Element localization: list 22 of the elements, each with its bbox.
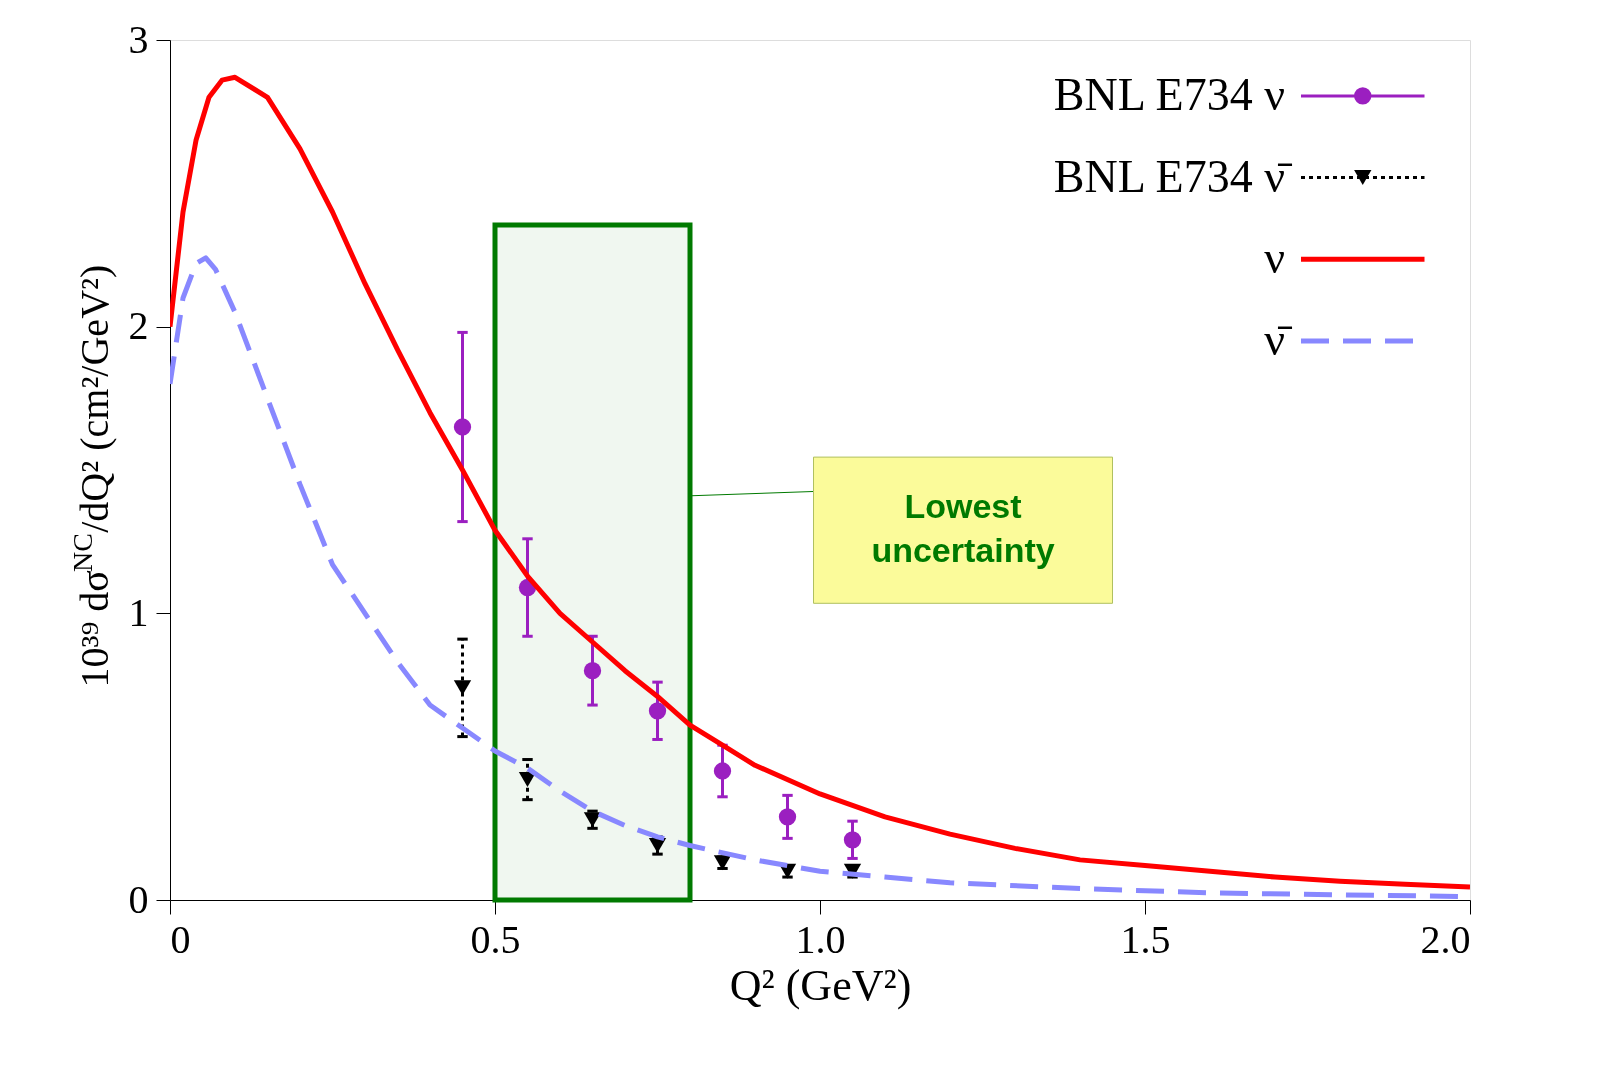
- x-tick-label: 0: [170, 916, 191, 962]
- point: [713, 855, 732, 871]
- point: [453, 418, 472, 436]
- legend-label: BNL E734 ν̄: [1053, 150, 1293, 202]
- y-axis-title: 10³⁹ dσNC/dQ² (cm²/GeV²): [67, 264, 117, 688]
- x-tick-label: 0.5: [470, 916, 521, 962]
- point: [648, 702, 667, 720]
- legend-label: ν̄: [1264, 314, 1293, 365]
- x-tick-label: 1.5: [1120, 916, 1171, 962]
- y-tick-label: 2: [128, 303, 149, 349]
- y-tick-label: 0: [128, 876, 149, 922]
- x-axis-title: Q² (GeV²): [729, 960, 912, 1010]
- x-tick-label: 2.0: [1420, 916, 1471, 962]
- point: [583, 662, 602, 680]
- point: [843, 831, 862, 849]
- legend-label: ν: [1264, 232, 1285, 284]
- point: [778, 808, 797, 826]
- legend-label: BNL E734 ν: [1053, 68, 1285, 120]
- y-tick-label: 1: [128, 589, 149, 635]
- y-tick-label: 3: [128, 16, 149, 62]
- x-tick-label: 1.0: [795, 916, 846, 962]
- point: [713, 762, 732, 780]
